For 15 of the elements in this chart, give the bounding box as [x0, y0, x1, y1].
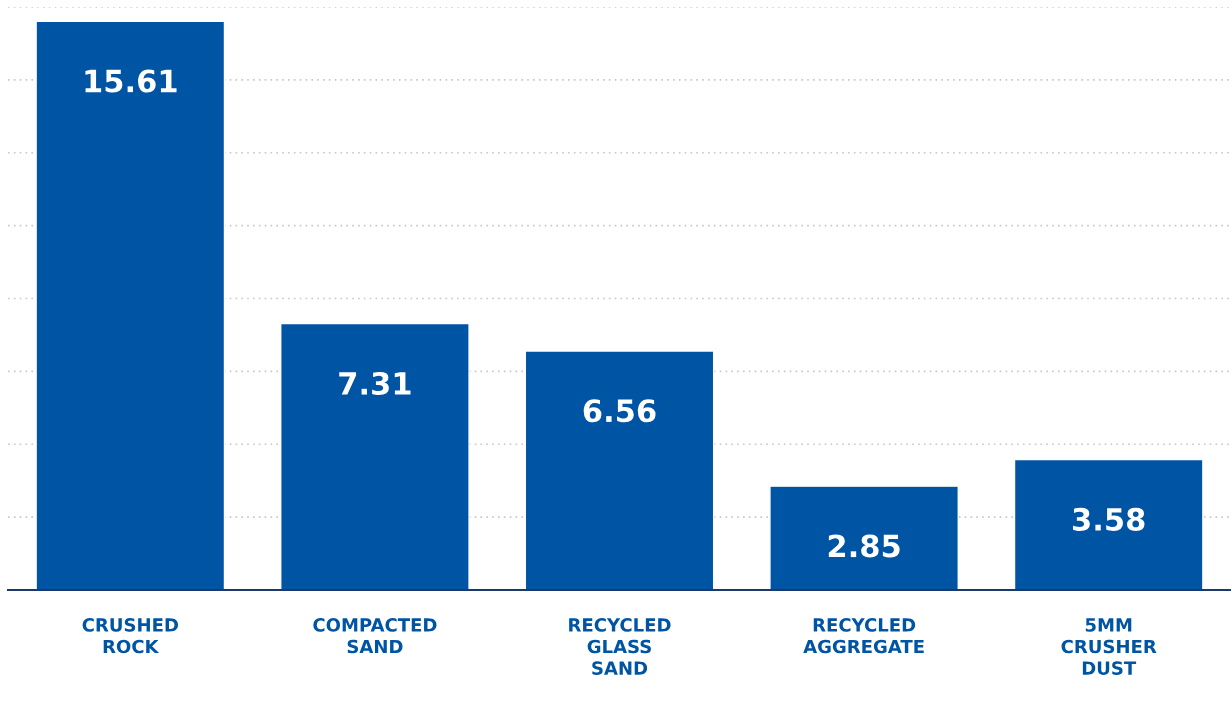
data-label: 6.56	[583, 399, 656, 423]
x-tick-label: COMPACTED SAND	[313, 618, 437, 654]
data-label: 3.58	[1073, 507, 1145, 531]
x-tick-label: 5MM CRUSHER DUST	[1061, 618, 1157, 675]
bar	[1013, 458, 1204, 590]
x-tick-label: RECYCLED AGGREGATE	[803, 618, 924, 654]
bar	[769, 485, 959, 590]
data-label: 7.31	[339, 371, 411, 396]
x-tick-label: RECYCLED GLASS SAND	[569, 618, 671, 675]
data-label: 2.85	[828, 534, 900, 558]
bar	[35, 20, 226, 590]
bar	[280, 322, 470, 590]
x-tick-label: CRUSHED ROCK	[82, 618, 178, 654]
bar	[524, 350, 715, 590]
data-label: 15.61	[85, 69, 177, 93]
